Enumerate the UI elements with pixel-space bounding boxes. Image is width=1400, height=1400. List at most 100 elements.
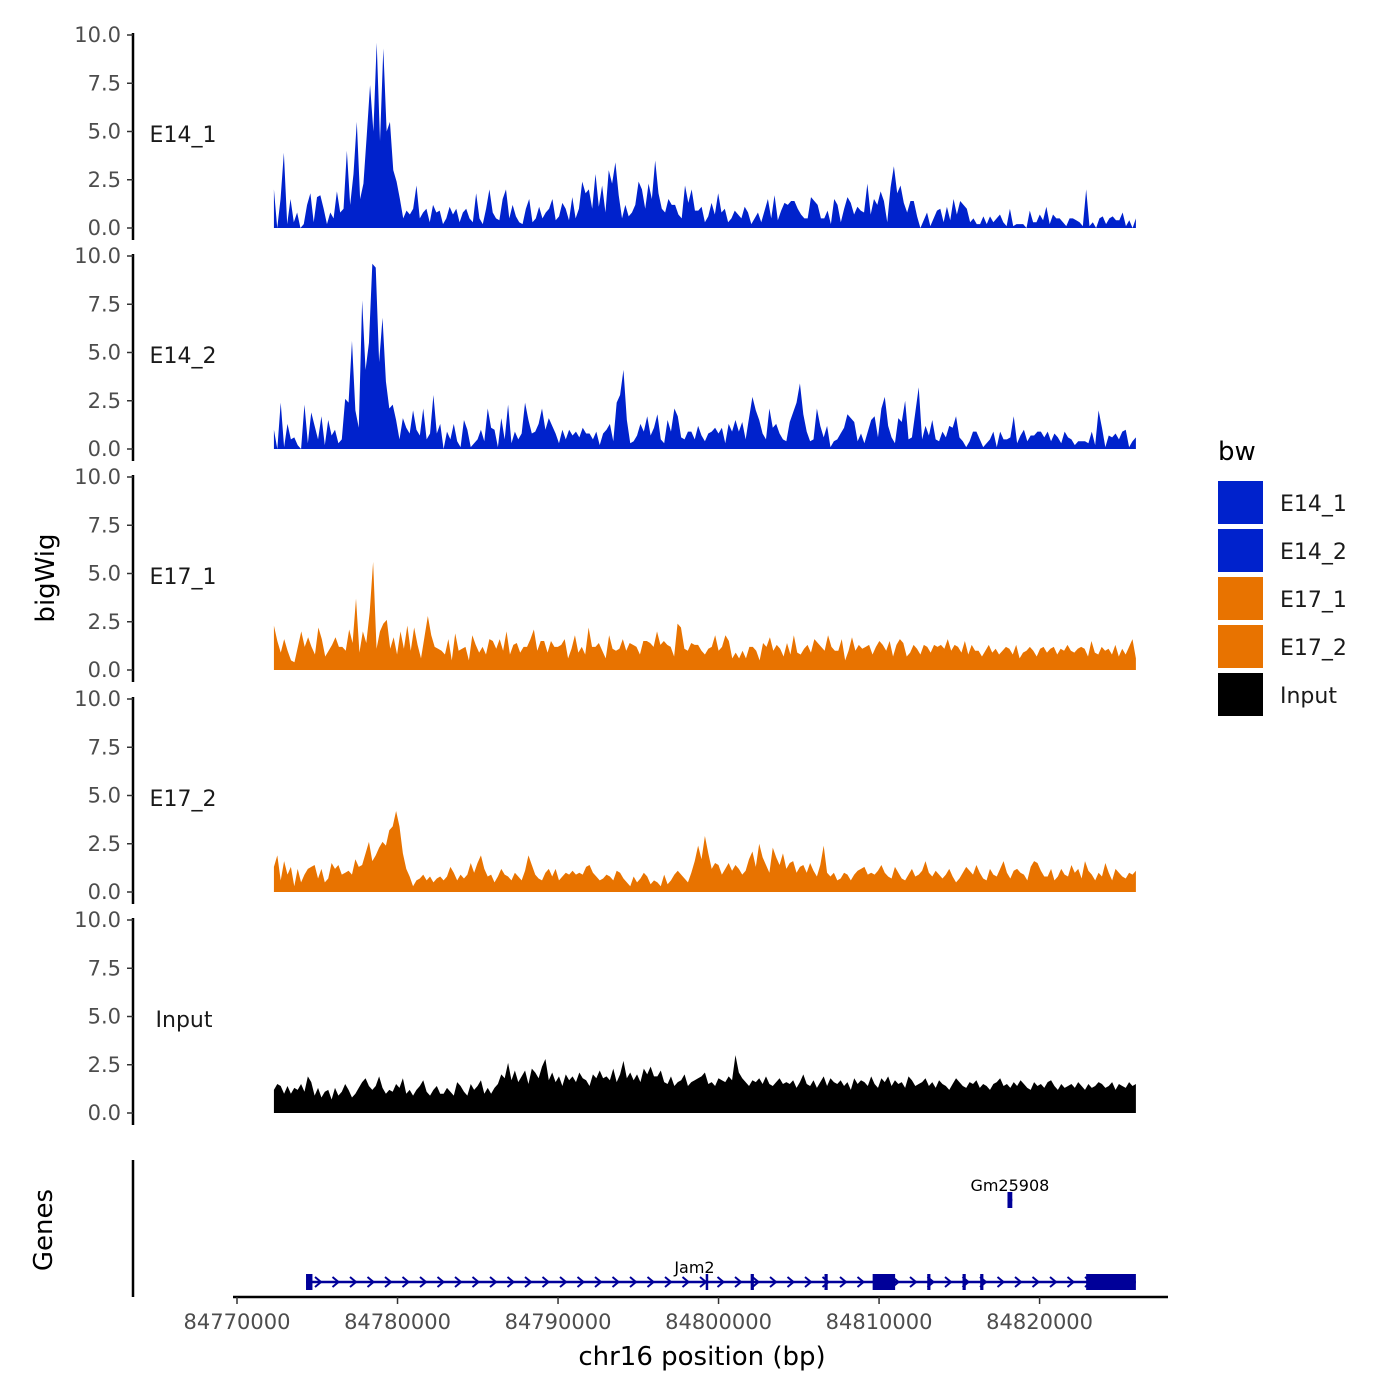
y-tick-label: 5.0 (88, 784, 121, 808)
strand-arrow (856, 1276, 866, 1288)
x-tick-label: 84770000 (184, 1310, 291, 1334)
strand-arrow (1066, 1276, 1076, 1288)
x-tick-label: 84780000 (344, 1310, 451, 1334)
track-input: 0.0 2.5 5.0 7.5 10.0 Input (74, 908, 1136, 1125)
y-axis-title: bigWig (31, 533, 61, 622)
legend-label: E14_2 (1280, 540, 1347, 565)
strand-arrow (664, 1276, 673, 1288)
strand-arrow (524, 1276, 533, 1288)
x-tick-label: 84790000 (505, 1310, 612, 1334)
strand-arrow (751, 1276, 761, 1288)
strand-arrow (331, 1276, 341, 1288)
exon (1007, 1192, 1013, 1208)
legend-label: Input (1280, 684, 1337, 709)
signal-area-input (273, 1055, 1136, 1113)
strand-arrow (734, 1276, 743, 1288)
x-tick-label: 84800000 (665, 1310, 772, 1334)
track-e17-2: 0.0 2.5 5.0 7.5 10.0 E17_2 (74, 687, 1136, 904)
track-label: E14_2 (150, 344, 217, 369)
strand-arrow (594, 1276, 603, 1288)
strand-arrow (786, 1276, 796, 1288)
y-tick-label: 0.0 (88, 1101, 121, 1125)
strand-arrow (506, 1276, 516, 1288)
y-tick-label: 0.0 (88, 437, 121, 461)
exon (872, 1274, 896, 1290)
strand-arrow (839, 1276, 848, 1288)
strand-arrow (909, 1276, 918, 1288)
strand-arrow (629, 1276, 638, 1288)
y-tick-label: 5.0 (88, 1005, 121, 1029)
y-tick-label: 2.5 (88, 610, 121, 634)
gene-gm25908: Gm25908 (970, 1176, 1049, 1208)
gene-label: Jam2 (673, 1258, 714, 1277)
track-label: E17_1 (150, 565, 217, 590)
gene-jam2: Jam2 (306, 1258, 1136, 1290)
y-tick-label: 10.0 (74, 908, 121, 932)
strand-arrow (769, 1276, 778, 1288)
track-e14-2: 0.0 2.5 5.0 7.5 10.0 E14_2 (74, 244, 1136, 461)
x-axis-title: chr16 position (bp) (578, 1342, 825, 1372)
strand-arrow (314, 1276, 323, 1288)
track-e14-1: 0.0 2.5 5.0 7.5 10.0 E14_1 (74, 23, 1136, 240)
legend-title: bw (1218, 437, 1256, 467)
signal-area-e14-2 (273, 263, 1136, 449)
strand-arrow (681, 1276, 691, 1288)
signal-area-e17-1 (273, 561, 1136, 670)
strand-arrow (401, 1276, 411, 1288)
legend-swatch-e14-1 (1218, 481, 1263, 524)
y-tick-label: 10.0 (74, 244, 121, 268)
signal-area-e17-2 (273, 810, 1136, 892)
exon (705, 1274, 709, 1290)
y-tick-label: 0.0 (88, 658, 121, 682)
strand-arrow (576, 1276, 586, 1288)
y-tick-label: 2.5 (88, 832, 121, 856)
exon (927, 1274, 931, 1290)
strand-arrow (419, 1276, 428, 1288)
y-tick-label: 0.0 (88, 216, 121, 240)
strand-arrow (349, 1276, 358, 1288)
y-tick-label: 2.5 (88, 1053, 121, 1077)
track-e17-1: 0.0 2.5 5.0 7.5 10.0 E17_1 (74, 465, 1136, 682)
legend-swatch-input (1218, 673, 1263, 716)
legend-swatch-e17-1 (1218, 577, 1263, 620)
y-tick-label: 0.0 (88, 880, 121, 904)
gene-track: Genes Jam2 Gm25908 (29, 1160, 1136, 1297)
gene-track-title: Genes (29, 1189, 59, 1271)
y-tick-label: 7.5 (88, 513, 121, 537)
y-tick-label: 5.0 (88, 562, 121, 586)
strand-arrow (366, 1276, 376, 1288)
exon (824, 1274, 828, 1290)
strand-arrow (489, 1276, 498, 1288)
strand-arrow (1014, 1276, 1023, 1288)
track-label: Input (156, 1008, 213, 1033)
y-tick-label: 7.5 (88, 292, 121, 316)
exon (980, 1274, 984, 1290)
exon (962, 1274, 966, 1290)
y-tick-label: 7.5 (88, 735, 121, 759)
legend-swatch-e17-2 (1218, 625, 1263, 668)
signal-tracks: 0.0 2.5 5.0 7.5 10.0 E14_1 0.0 2.5 5.0 7.5 10.0 E14… (74, 23, 1136, 1125)
x-tick-label: 84820000 (986, 1310, 1093, 1334)
y-tick-label: 10.0 (74, 23, 121, 47)
y-tick-label: 10.0 (74, 687, 121, 711)
exon (306, 1274, 313, 1290)
exon (750, 1274, 754, 1290)
legend: bw E14_1 E14_2 E17_1 E17_2 Input (1218, 437, 1347, 716)
exon (1086, 1274, 1136, 1290)
strand-arrow (944, 1276, 953, 1288)
legend-label: E17_1 (1280, 588, 1347, 613)
x-tick-label: 84810000 (826, 1310, 933, 1334)
strand-arrow (1049, 1276, 1058, 1288)
legend-swatch-e14-2 (1218, 529, 1263, 572)
gene-label: Gm25908 (970, 1176, 1049, 1195)
y-tick-label: 10.0 (74, 465, 121, 489)
track-label: E14_1 (150, 123, 217, 148)
signal-area-e14-1 (273, 42, 1136, 228)
strand-arrow (471, 1276, 481, 1288)
legend-label: E17_2 (1280, 636, 1347, 661)
strand-arrow (436, 1276, 446, 1288)
x-axis: chr16 position (bp) 84770000 84780000 8479… (184, 1295, 1168, 1372)
strand-arrow (646, 1276, 656, 1288)
y-tick-label: 7.5 (88, 71, 121, 95)
